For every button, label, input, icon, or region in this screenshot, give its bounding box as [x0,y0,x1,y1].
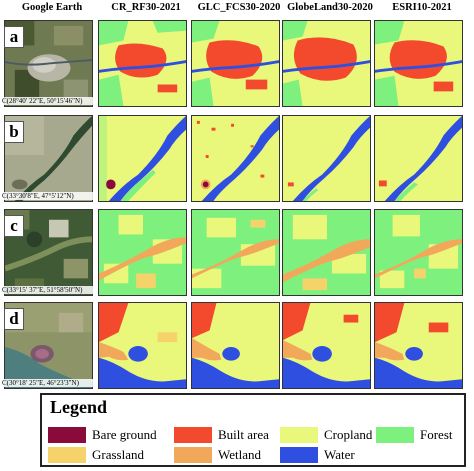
legend-item-grassland: Grassland [48,447,144,463]
legend-item-bare-ground: Bare ground [48,427,157,443]
map-b-cr-rf30 [98,115,187,202]
legend-item-built-area: Built area [174,427,269,443]
map-b-globeland30 [282,115,371,202]
row-label-d: d [4,308,24,330]
map-d-glc-fcs30 [191,302,280,389]
column-header-esri10: ESRI10-2021 [392,2,452,13]
row-label-a: a [4,26,24,48]
grassland-swatch [48,447,86,463]
map-c-esri10 [374,209,463,296]
coordinate-label-c: C(33°15′ 37″E, 51°58′50″N) [2,286,98,294]
map-a-cr-rf30 [98,20,187,107]
map-d-globeland30 [282,302,371,389]
column-header-cr-rf30: CR_RF30-2021 [111,2,181,13]
map-a-globeland30 [282,20,371,107]
map-b-esri10 [374,115,463,202]
legend-title: Legend [50,397,108,417]
legend-item-wetland: Wetland [174,447,261,463]
map-d-cr-rf30 [98,302,187,389]
bare-ground-swatch [48,427,86,443]
legend-label: Water [324,447,355,462]
legend-label: Forest [420,427,453,442]
legend-label: Built area [218,427,269,442]
legend-item-forest: Forest [376,427,453,443]
legend-label: Wetland [218,447,261,462]
legend-item-cropland: Cropland [280,427,372,443]
wetland-swatch [174,447,212,463]
coordinate-label-b: C(33°30′8″E, 47°5′12″N) [2,192,98,200]
row-label-b: b [4,121,24,143]
row-label-c: c [4,215,24,237]
forest-swatch [376,427,414,443]
column-header-globeland30: GlobeLand30-2020 [287,2,373,13]
legend-label: Cropland [324,427,373,442]
map-d-esri10 [374,302,463,389]
legend-label: Grassland [92,447,144,462]
legend-label: Bare ground [92,427,157,442]
cropland-swatch [280,427,318,443]
legend-box: Legend Bare ground Built area Cropland F… [40,393,466,467]
built-area-swatch [174,427,212,443]
column-header-glc-fcs30: GLC_FCS30-2020 [197,2,281,13]
map-c-cr-rf30 [98,209,187,296]
map-c-glc-fcs30 [191,209,280,296]
map-b-glc-fcs30 [191,115,280,202]
map-a-esri10 [374,20,463,107]
coordinate-label-d: C(30°18′ 25″E, 46°23′3″N) [2,379,98,387]
coordinate-label-a: C(28°40′ 22″E, 50°15′46″N) [2,97,98,105]
map-c-globeland30 [282,209,371,296]
satellite-image-b [4,115,93,202]
column-header-google-earth: Google Earth [21,2,83,13]
map-a-glc-fcs30 [191,20,280,107]
water-swatch [280,447,318,463]
legend-item-water: Water [280,447,355,463]
